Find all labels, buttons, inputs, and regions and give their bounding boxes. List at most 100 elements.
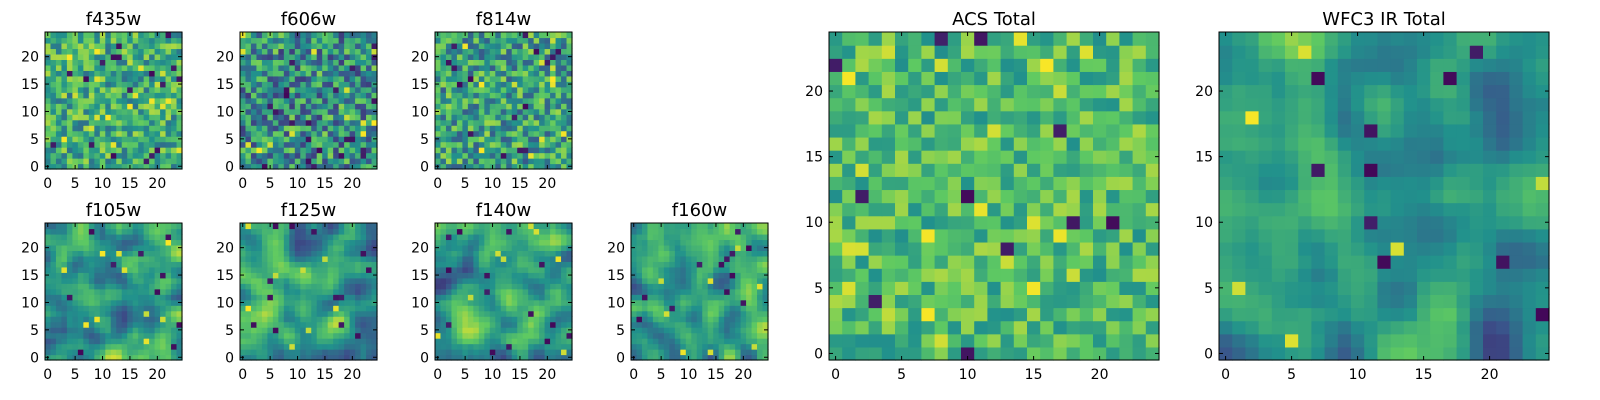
heatmap-cell	[160, 255, 167, 262]
heatmap-cell	[66, 283, 73, 290]
heatmap-cell	[691, 228, 698, 235]
heatmap-cell	[528, 310, 535, 317]
heatmap-cell	[138, 103, 145, 110]
heatmap-cell	[489, 294, 496, 301]
heatmap-cell	[908, 228, 922, 243]
heatmap-cell	[1119, 333, 1134, 348]
heatmap-cell	[344, 130, 351, 137]
heatmap-cell	[72, 321, 79, 328]
heatmap-cell	[561, 255, 568, 262]
heatmap-cell	[316, 125, 323, 132]
heatmap-cell	[283, 119, 290, 126]
heatmap-cell	[110, 250, 117, 257]
heatmap-cell	[105, 32, 112, 39]
heatmap-cell	[484, 288, 491, 295]
heatmap-cell	[550, 272, 557, 279]
heatmap-cell	[88, 272, 95, 279]
heatmap-cell	[647, 244, 654, 251]
heatmap-cell	[154, 261, 161, 268]
heatmap-cell	[72, 283, 79, 290]
heatmap-cell	[473, 332, 480, 339]
heatmap-cell	[50, 305, 57, 312]
heatmap-cell	[176, 70, 183, 77]
heatmap-cell	[55, 92, 63, 99]
heatmap-cell	[500, 158, 507, 165]
heatmap-cell	[895, 281, 909, 295]
heatmap-cell	[305, 70, 312, 77]
heatmap-cell	[316, 239, 323, 246]
heatmap-cell	[473, 233, 480, 241]
heatmap-cell	[344, 136, 351, 143]
heatmap-cell	[121, 103, 128, 110]
heatmap-cell	[83, 299, 90, 306]
heatmap-cell	[652, 288, 659, 295]
heatmap-cell	[746, 299, 753, 306]
heatmap-cell	[138, 125, 145, 132]
heatmap-cell	[371, 349, 378, 356]
heatmap-cell	[171, 321, 178, 328]
heatmap-cell	[355, 70, 362, 77]
heatmap-cell	[289, 299, 296, 306]
heatmap-cell	[506, 163, 513, 170]
heatmap-cell	[88, 305, 95, 312]
heatmap-cell	[294, 343, 301, 350]
heatmap-cell	[1000, 189, 1015, 204]
heatmap-cell	[121, 97, 128, 104]
heatmap-cell	[165, 228, 172, 235]
heatmap-cell	[636, 343, 643, 350]
heatmap-cell	[462, 316, 469, 323]
heatmap-cell	[300, 327, 307, 334]
heatmap-cell	[908, 255, 922, 269]
heatmap-cell	[641, 354, 649, 361]
heatmap-cell	[344, 332, 351, 339]
heatmap-cell	[511, 108, 518, 115]
heatmap-cell	[550, 125, 557, 132]
heatmap-cell	[171, 48, 178, 55]
heatmap-cell	[261, 75, 268, 82]
heatmap-cell	[658, 327, 665, 334]
heatmap-cell	[171, 59, 178, 66]
heatmap-cell	[921, 228, 936, 243]
heatmap-cell	[533, 119, 540, 126]
heatmap-cell	[143, 261, 150, 268]
heatmap-cell	[278, 233, 285, 241]
heatmap-cell	[566, 59, 573, 66]
heatmap-cell	[467, 343, 474, 350]
heatmap-cell	[355, 108, 362, 115]
heatmap-cell	[729, 305, 736, 312]
heatmap-cell	[322, 299, 329, 306]
heatmap-cell	[1040, 189, 1054, 204]
heatmap-cell	[300, 64, 307, 71]
heatmap-cell	[316, 299, 323, 306]
heatmap-cell	[366, 32, 373, 39]
heatmap-cell	[718, 343, 725, 350]
heatmap-cell	[366, 136, 373, 143]
heatmap-cell	[489, 316, 496, 323]
heatmap-cell	[555, 343, 562, 350]
heatmap-cell	[333, 158, 340, 165]
heatmap-cell	[445, 354, 453, 361]
heatmap-cell	[729, 288, 736, 295]
heatmap-cell	[105, 130, 112, 137]
heatmap-cell	[658, 255, 665, 262]
heatmap-cell	[66, 86, 73, 93]
heatmap-cell	[1079, 241, 1094, 256]
heatmap-cell	[495, 283, 502, 290]
heatmap-cell	[555, 299, 562, 306]
heatmap-cell	[680, 223, 687, 230]
heatmap-cell	[171, 81, 178, 88]
heatmap-cell	[1145, 333, 1160, 348]
heatmap-cell	[500, 343, 507, 350]
heatmap-cell	[751, 223, 758, 230]
heatmap-cell	[550, 48, 557, 55]
heatmap-cell	[467, 288, 474, 295]
heatmap-cell	[987, 346, 1002, 361]
y-tick-label: 5	[616, 323, 625, 339]
heatmap-cell	[495, 223, 502, 230]
heatmap-cell	[674, 343, 681, 350]
heatmap-cell	[61, 119, 68, 126]
heatmap-cell	[451, 283, 458, 290]
heatmap-cell	[647, 277, 654, 284]
heatmap-cell	[283, 32, 290, 39]
heatmap-cell	[366, 86, 373, 93]
